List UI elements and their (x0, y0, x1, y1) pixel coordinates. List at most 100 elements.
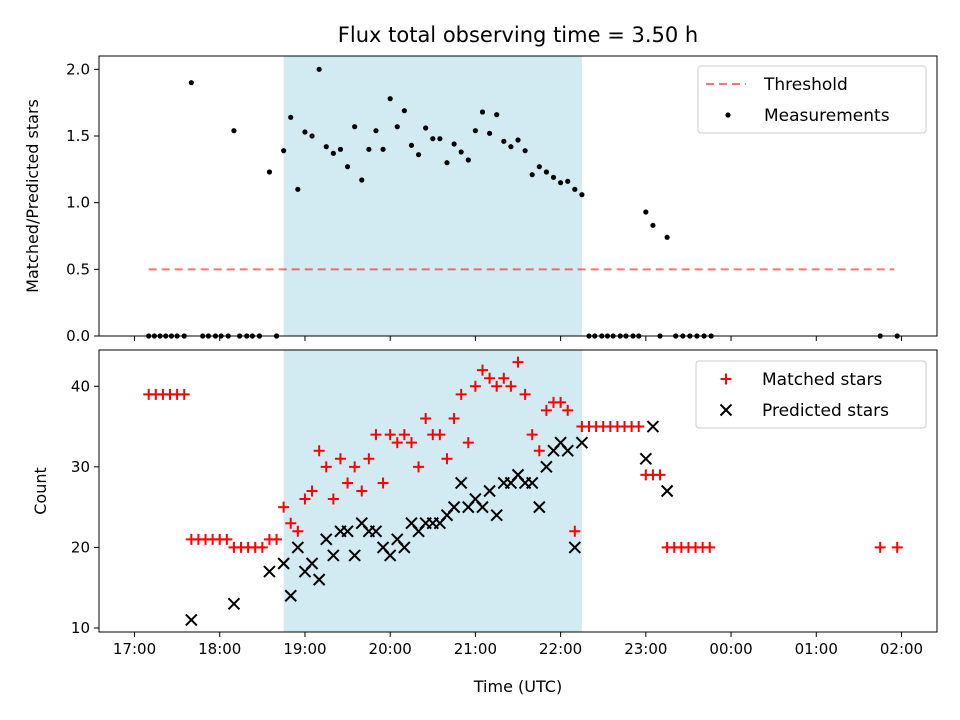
measurement-point (472, 128, 478, 134)
predicted-star-point (284, 589, 297, 602)
y-tick-label: 2.0 (66, 60, 90, 78)
ratio-plot-frame (98, 55, 938, 337)
threshold-legend-label: Threshold (763, 75, 848, 95)
measurement-point (550, 174, 557, 180)
matched-star-point (292, 525, 304, 537)
x-tick-label: 22:00 (539, 640, 582, 658)
matched-star-point (512, 356, 524, 368)
matched-star-point (891, 541, 903, 553)
x-tick-label: 01:00 (795, 640, 838, 658)
measurement-point (543, 169, 550, 175)
matched-star-point (370, 429, 382, 441)
predicted-star-point (277, 557, 290, 570)
y-tick-label: 20 (71, 538, 90, 556)
matched-star-point (562, 404, 574, 416)
measurement-point (508, 144, 514, 150)
matched-star-point (363, 453, 375, 465)
predicted-stars-series (185, 420, 674, 627)
predicted-star-point (568, 541, 582, 554)
matched-star-point (398, 429, 410, 441)
matched-star-point (320, 461, 332, 473)
x-tick-label: 00:00 (709, 640, 752, 658)
matched-star-point (654, 469, 666, 481)
predicted-star-point (263, 565, 276, 578)
x-axis-label: Time (UTC) (473, 677, 562, 696)
matched-star-point (498, 372, 510, 384)
predicted-star-point (540, 460, 553, 474)
predicted-star-point (476, 500, 489, 514)
count-plot-frame (98, 349, 938, 633)
predicted-star-point (320, 533, 333, 546)
matched-star-point (356, 485, 368, 497)
measurement-point (295, 186, 301, 192)
measurements-legend-swatch (725, 112, 731, 118)
measurement-point (415, 152, 422, 158)
ratio-y-axis-label: Matched/Predicted stars (23, 99, 42, 293)
predicted-star-point (447, 500, 461, 514)
matched-star-point (327, 493, 339, 505)
matched-star-point (704, 541, 716, 553)
predicted-star-point (533, 500, 546, 514)
predicted-star-point (369, 525, 383, 538)
matched-star-point (384, 429, 396, 441)
measurement-point (643, 209, 649, 215)
count-y-axis-label: Count (31, 467, 50, 515)
predicted-star-point (305, 557, 319, 570)
predicted-star-point (341, 525, 354, 538)
measurement-point (423, 125, 429, 131)
measurements-legend-label: Measurements (764, 106, 890, 126)
matched-star-point (519, 388, 531, 400)
matched-star-point (178, 388, 190, 400)
measurement-point (664, 234, 670, 240)
predicted-star-point (454, 476, 468, 490)
x-tick-label: 21:00 (454, 640, 497, 658)
measurement-point (344, 164, 351, 170)
matched-star-point (533, 445, 545, 457)
matched-star-point (633, 421, 645, 433)
matched-star-point (540, 404, 552, 416)
measurement-point (387, 96, 393, 102)
matched-star-point (448, 412, 460, 424)
matched-star-point (555, 396, 567, 408)
y-tick-label: 1.0 (66, 194, 90, 212)
measurement-point (281, 148, 287, 154)
matched-star-point (505, 380, 517, 392)
y-tick-label: 30 (71, 458, 90, 476)
measurement-point (437, 136, 443, 142)
matched-star-point (405, 437, 417, 449)
matched-star-point (455, 388, 467, 400)
measurement-point (231, 128, 237, 134)
matched-star-point (420, 412, 432, 424)
predicted-star-point (327, 549, 340, 562)
matched-star-point (221, 533, 233, 545)
matched-star-point (413, 461, 425, 473)
matched-star-point (874, 541, 886, 553)
y-tick-label: 0.5 (66, 260, 90, 278)
predicted-star-point (227, 597, 241, 611)
predicted-star-point (348, 549, 361, 562)
count-plot: 17:00 18:00 19:00 20:00 21:00 22:00 23:00 00:00… (31, 349, 938, 658)
predicted-star-point (483, 484, 496, 498)
matched-star-point (462, 437, 474, 449)
matched-star-point (342, 477, 354, 489)
legend-box (695, 360, 927, 429)
matched-star-point (569, 525, 581, 537)
matched-star-point (349, 461, 361, 473)
measurement-point (529, 172, 535, 178)
measurement-point (572, 186, 578, 192)
predicted-star-point (291, 541, 305, 554)
measurement-point (359, 177, 365, 183)
measurement-point (536, 164, 542, 170)
matched-star-point (434, 429, 446, 441)
matched-legend-label: Matched stars (762, 370, 882, 390)
measurement-point (494, 112, 500, 118)
predicted-star-point (490, 508, 503, 522)
matched-star-point (278, 501, 290, 513)
measurement-point (309, 133, 315, 139)
matched-star-point (334, 453, 346, 465)
measurement-point (558, 180, 564, 186)
ratio-axes: 0.0 0.5 1.0 1.5 2.0 (66, 60, 902, 345)
predicted-legend-label: Predicted stars (762, 401, 889, 421)
ratio-legend: Threshold Measurements (697, 65, 927, 134)
